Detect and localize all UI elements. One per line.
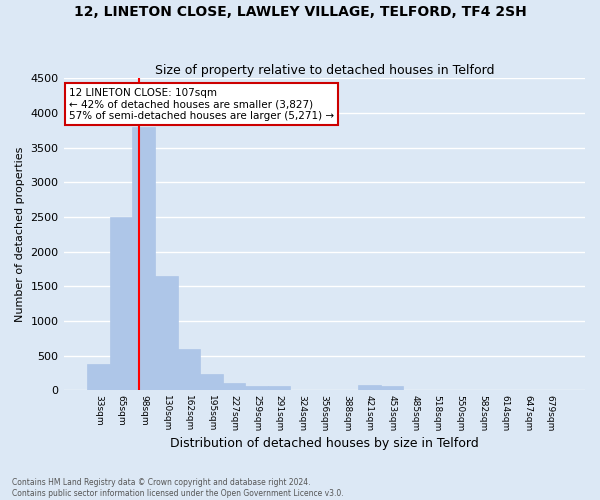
Bar bbox=[200, 374, 223, 390]
Bar bbox=[155, 276, 178, 390]
Bar bbox=[268, 386, 290, 390]
Bar bbox=[178, 348, 200, 390]
Text: 12 LINETON CLOSE: 107sqm
← 42% of detached houses are smaller (3,827)
57% of sem: 12 LINETON CLOSE: 107sqm ← 42% of detach… bbox=[69, 88, 334, 120]
Bar bbox=[133, 126, 155, 390]
X-axis label: Distribution of detached houses by size in Telford: Distribution of detached houses by size … bbox=[170, 437, 479, 450]
Bar bbox=[381, 386, 403, 390]
Text: Contains HM Land Registry data © Crown copyright and database right 2024.
Contai: Contains HM Land Registry data © Crown c… bbox=[12, 478, 344, 498]
Bar bbox=[223, 382, 245, 390]
Title: Size of property relative to detached houses in Telford: Size of property relative to detached ho… bbox=[155, 64, 494, 77]
Bar bbox=[358, 386, 381, 390]
Bar bbox=[245, 386, 268, 390]
Y-axis label: Number of detached properties: Number of detached properties bbox=[15, 146, 25, 322]
Bar bbox=[87, 364, 110, 390]
Bar bbox=[110, 217, 133, 390]
Text: 12, LINETON CLOSE, LAWLEY VILLAGE, TELFORD, TF4 2SH: 12, LINETON CLOSE, LAWLEY VILLAGE, TELFO… bbox=[74, 5, 526, 19]
